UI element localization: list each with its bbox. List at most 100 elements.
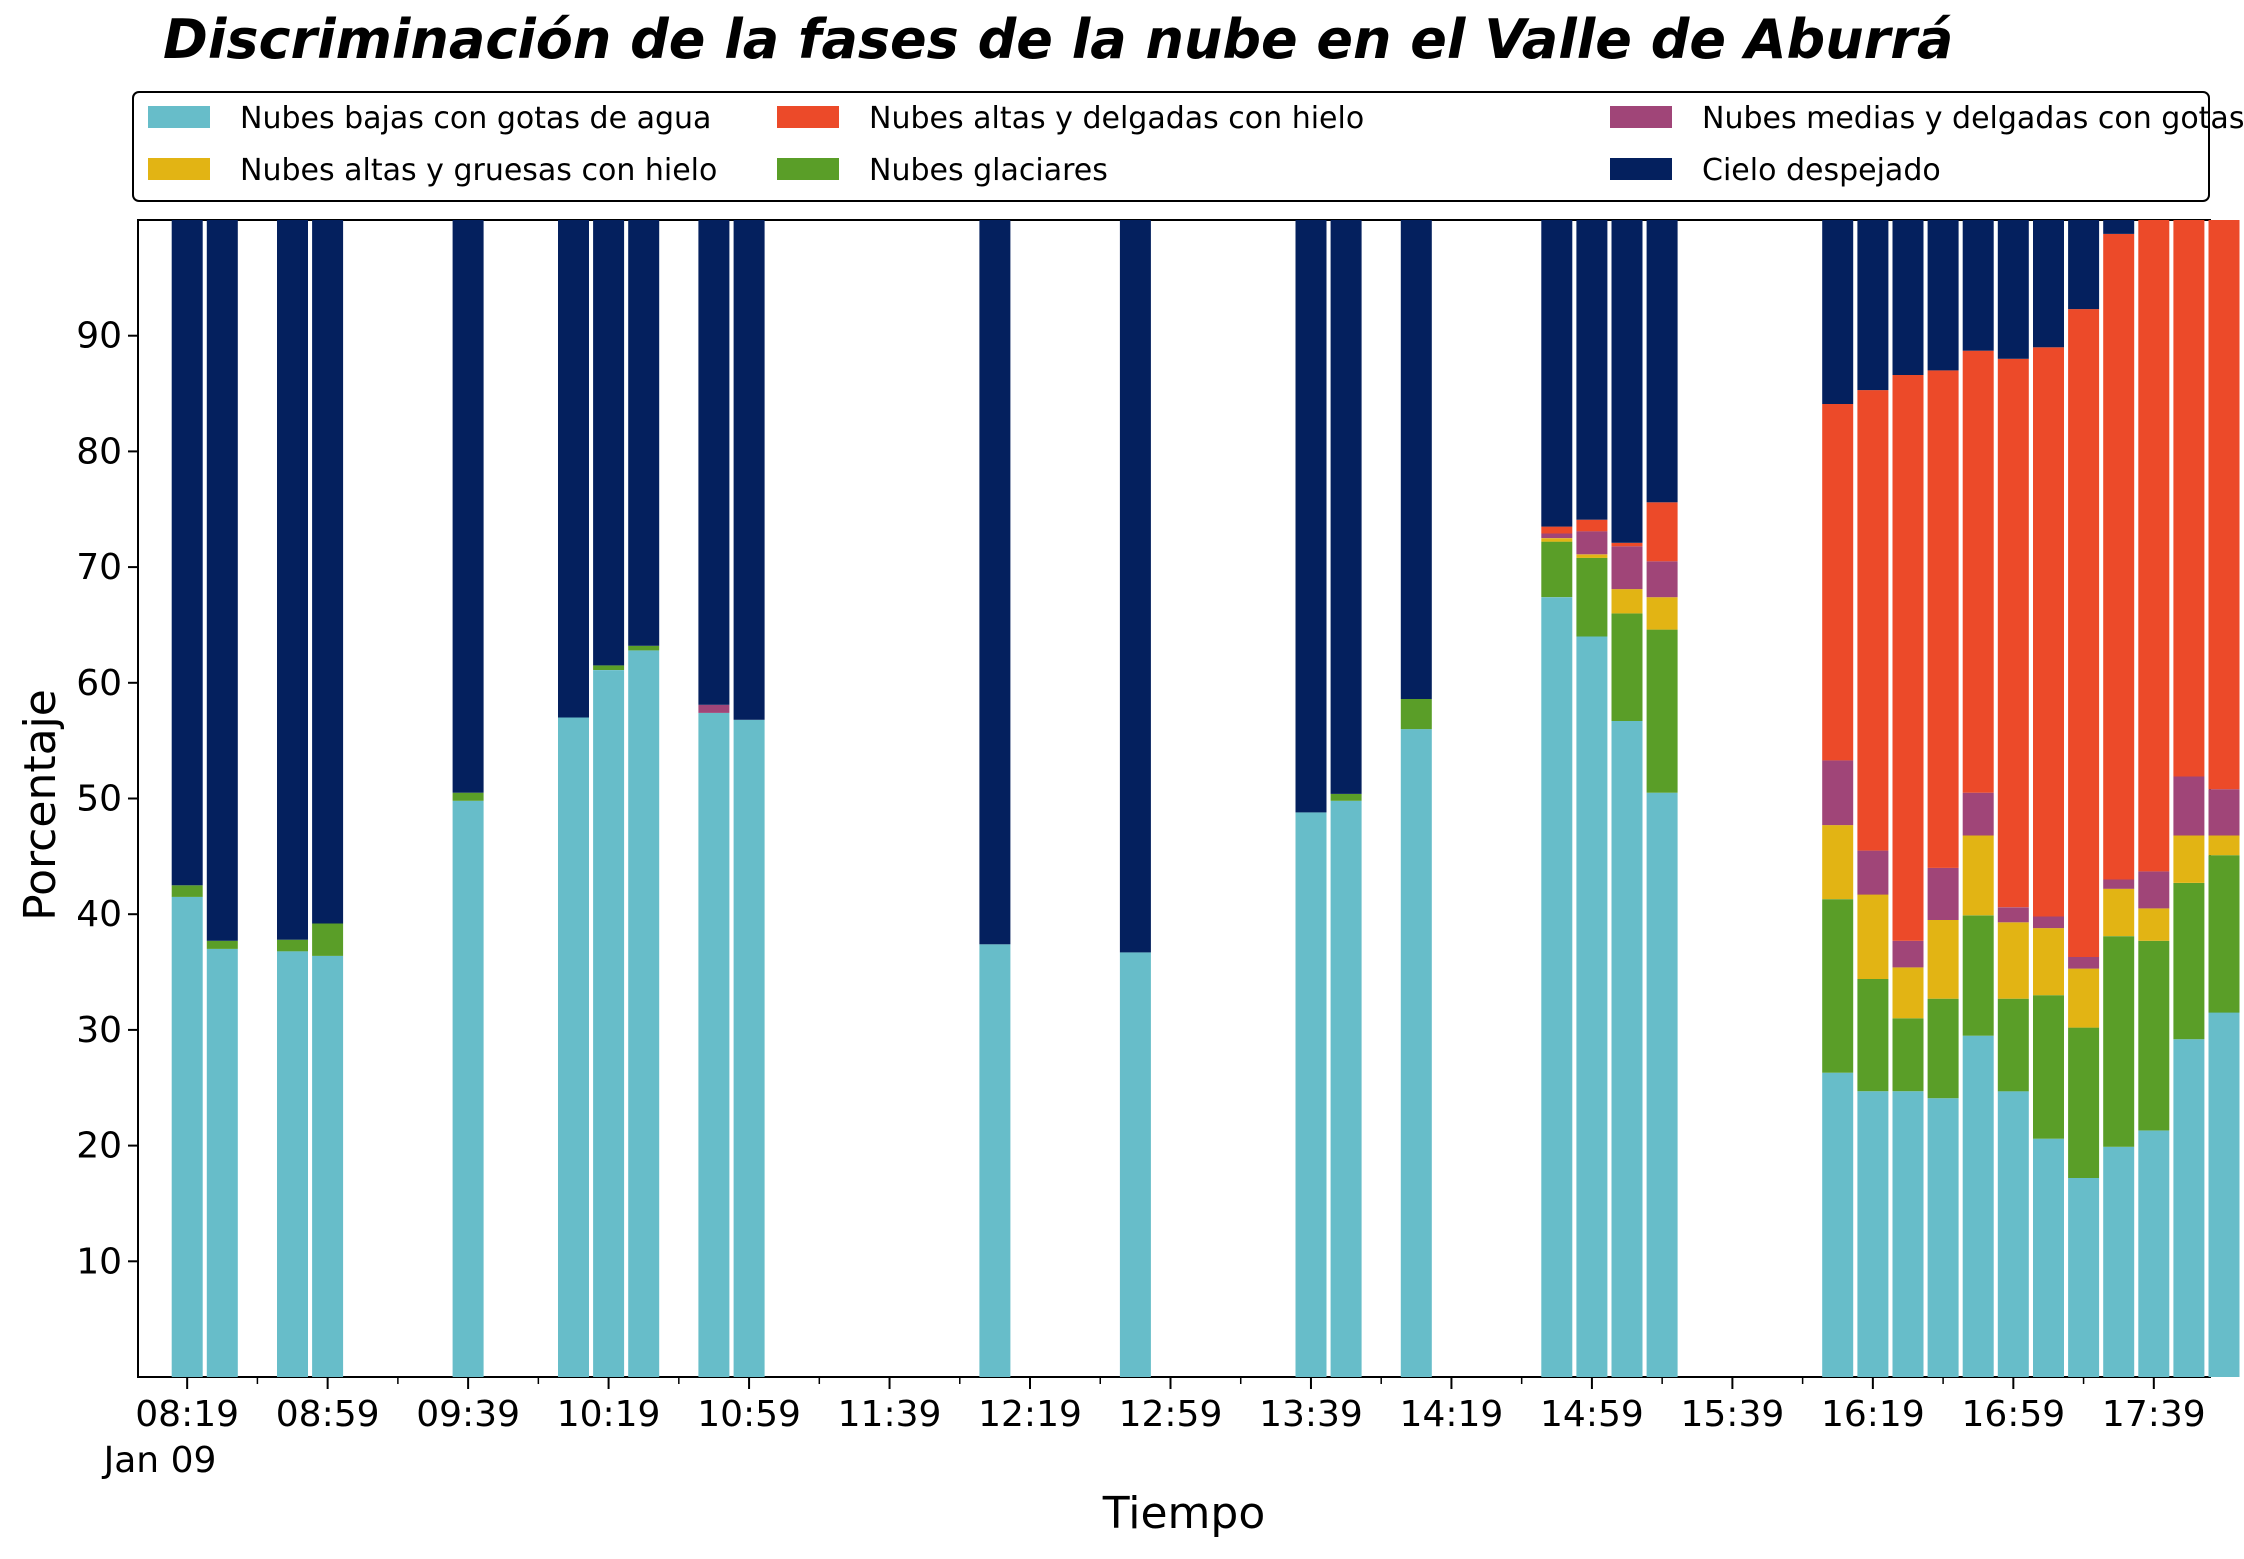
- bar-segment-21-5: [1892, 220, 1924, 375]
- x-tick-label: 13:39: [1259, 1394, 1363, 1435]
- x-date-label: Jan 09: [102, 1440, 217, 1481]
- bar-segment-23-5: [1962, 220, 1994, 351]
- bar-segment-2-5: [277, 220, 308, 940]
- bar-segment-18-3: [1646, 561, 1678, 598]
- bar-segment-15-3: [1541, 533, 1573, 539]
- bar-segment-2-1: [277, 939, 308, 952]
- bar-segment-27-4: [2103, 233, 2135, 880]
- bar-segment-15-2: [1541, 538, 1573, 542]
- bar-segment-23-3: [1962, 792, 1994, 836]
- y-tick-label: 60: [76, 663, 122, 704]
- bar-segment-29-3: [2173, 776, 2205, 836]
- x-tick-label: 16:59: [1961, 1394, 2065, 1435]
- bar-segment-8-3: [698, 704, 730, 713]
- legend: Nubes bajas con gotas de agua Nubes altas…: [132, 91, 2244, 202]
- bar-segment-0-0: [171, 896, 203, 1377]
- bar-segment-20-4: [1857, 390, 1889, 851]
- x-axis-label: Tiempo: [1102, 1488, 1266, 1539]
- legend-label: Nubes glaciares: [869, 153, 1108, 188]
- legend-swatch: [1610, 106, 1672, 128]
- bar-segment-5-0: [558, 717, 589, 1377]
- bar-segment-17-3: [1611, 546, 1643, 590]
- bar-segment-19-5: [1822, 220, 1854, 404]
- bar-segment-18-5: [1646, 220, 1678, 503]
- x-tick-label: 12:59: [1119, 1394, 1223, 1435]
- bar-segment-18-0: [1646, 792, 1678, 1377]
- bar-segment-28-1: [2138, 940, 2170, 1131]
- bar-segment-16-5: [1576, 220, 1608, 520]
- bar-segment-16-0: [1576, 636, 1608, 1377]
- bar-segment-1-1: [206, 940, 238, 949]
- bar-segment-17-2: [1611, 589, 1643, 614]
- bar-segment-18-2: [1646, 597, 1678, 630]
- plot-area: 10 20 30 40 50 60 70 80 90 08:19 08:59 09:39 10:19 1…: [76, 219, 2240, 1435]
- bar-segment-13-0: [1330, 800, 1362, 1377]
- bar-segment-20-5: [1857, 220, 1889, 391]
- bar-segment-20-2: [1857, 894, 1889, 979]
- bar-segment-23-1: [1962, 915, 1994, 1036]
- bar-segment-19-0: [1822, 1072, 1854, 1377]
- bar-segment-27-0: [2103, 1146, 2135, 1377]
- bar-segment-30-0: [2208, 1012, 2240, 1377]
- bar-segment-22-0: [1927, 1098, 1959, 1377]
- bar-segment-24-1: [1997, 998, 2029, 1092]
- bar-segment-6-5: [593, 220, 625, 666]
- bar-segment-25-0: [2033, 1138, 2064, 1377]
- bar-segment-3-5: [312, 220, 344, 924]
- x-tick-label: 16:19: [1821, 1394, 1925, 1435]
- bar-segment-24-2: [1997, 922, 2029, 999]
- y-tick-label: 80: [76, 431, 122, 472]
- bar-segment-26-5: [2068, 220, 2100, 310]
- bar-segment-16-3: [1576, 531, 1608, 555]
- legend-label: Nubes altas y delgadas con hielo: [869, 101, 1364, 136]
- bar-segment-22-4: [1927, 370, 1959, 868]
- bar-segment-25-3: [2033, 916, 2064, 929]
- legend-label: Nubes bajas con gotas de agua: [240, 101, 711, 136]
- bar-segment-28-0: [2138, 1130, 2170, 1377]
- bar-segment-8-0: [698, 712, 730, 1377]
- bar-segment-22-5: [1927, 220, 1959, 371]
- bar-segment-3-0: [312, 955, 344, 1377]
- bar-segment-8-5: [698, 220, 730, 705]
- bar-segment-14-1: [1400, 699, 1432, 730]
- bar-segment-18-4: [1646, 502, 1678, 562]
- bar-segment-16-4: [1576, 519, 1608, 532]
- bar-segment-21-0: [1892, 1091, 1924, 1377]
- bar-segment-25-5: [2033, 220, 2064, 348]
- x-tick-label: 14:59: [1540, 1394, 1644, 1435]
- bar-segment-26-2: [2068, 968, 2100, 1028]
- bar-segment-9-0: [733, 719, 765, 1377]
- y-tick-label: 50: [76, 779, 122, 820]
- bar-segment-18-1: [1646, 629, 1678, 793]
- bar-segment-15-0: [1541, 597, 1573, 1377]
- bar-segment-13-1: [1330, 793, 1362, 801]
- bar-segment-27-1: [2103, 936, 2135, 1147]
- bar-segment-14-0: [1400, 729, 1432, 1377]
- bar-segment-17-5: [1611, 220, 1643, 543]
- bar-segment-19-1: [1822, 899, 1854, 1073]
- y-tick-label: 70: [76, 547, 122, 588]
- bar-segment-21-1: [1892, 1018, 1924, 1092]
- legend-label: Cielo despejado: [1702, 153, 1941, 188]
- bar-segment-2-0: [277, 951, 308, 1377]
- bar-segment-16-2: [1576, 554, 1608, 558]
- bar-segment-6-0: [593, 670, 625, 1377]
- bar-segment-20-3: [1857, 850, 1889, 895]
- legend-swatch: [148, 106, 210, 128]
- bar-segment-21-4: [1892, 375, 1924, 941]
- bar-segment-13-5: [1330, 220, 1362, 794]
- y-tick-label: 30: [76, 1010, 122, 1051]
- x-tick-label: 09:39: [416, 1394, 520, 1435]
- bar-segment-29-0: [2173, 1039, 2205, 1377]
- bar-segment-20-0: [1857, 1091, 1889, 1377]
- bar-segment-15-4: [1541, 526, 1573, 534]
- bar-segment-30-1: [2208, 855, 2240, 1013]
- bar-segment-30-3: [2208, 789, 2240, 836]
- bar-segment-29-4: [2173, 220, 2205, 777]
- bar-segment-3-1: [312, 923, 344, 956]
- bar-segment-24-5: [1997, 220, 2029, 359]
- bar-segment-25-4: [2033, 347, 2064, 917]
- bar-segment-29-1: [2173, 883, 2205, 1040]
- legend-swatch: [777, 106, 839, 128]
- bar-segment-5-5: [558, 220, 589, 718]
